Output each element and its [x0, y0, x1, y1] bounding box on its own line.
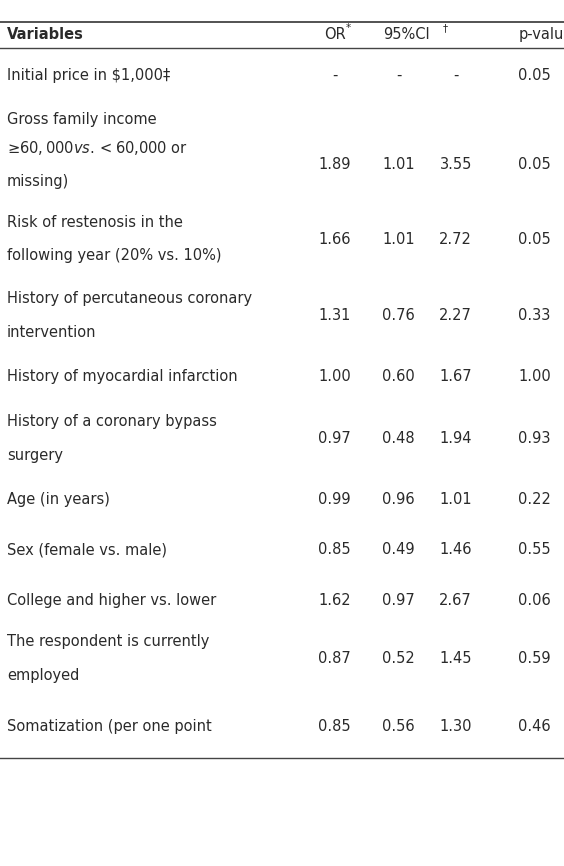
Text: 2.72: 2.72: [439, 231, 472, 247]
Text: 1.46: 1.46: [439, 542, 472, 558]
Text: Sex (female vs. male): Sex (female vs. male): [7, 542, 167, 558]
Text: 0.49: 0.49: [382, 542, 415, 558]
Text: 0.85: 0.85: [318, 719, 351, 734]
Text: 0.96: 0.96: [382, 492, 415, 507]
Text: OR: OR: [324, 27, 346, 42]
Text: 0.60: 0.60: [382, 369, 415, 385]
Text: 2.67: 2.67: [439, 592, 472, 608]
Text: 0.52: 0.52: [382, 650, 415, 666]
Text: p-value: p-value: [519, 27, 564, 42]
Text: employed: employed: [7, 668, 79, 682]
Text: Risk of restenosis in the: Risk of restenosis in the: [7, 215, 183, 229]
Text: 1.89: 1.89: [318, 157, 351, 172]
Text: surgery: surgery: [7, 448, 63, 462]
Text: 0.05: 0.05: [518, 68, 551, 83]
Text: History of myocardial infarction: History of myocardial infarction: [7, 369, 237, 385]
Text: -: -: [396, 68, 402, 83]
Text: Gross family income: Gross family income: [7, 112, 156, 127]
Text: 0.06: 0.06: [518, 592, 551, 608]
Text: 0.97: 0.97: [318, 430, 351, 446]
Text: 2.27: 2.27: [439, 307, 472, 323]
Text: History of percutaneous coronary: History of percutaneous coronary: [7, 291, 252, 306]
Text: *: *: [346, 23, 351, 33]
Text: 0.87: 0.87: [318, 650, 351, 666]
Text: Somatization (per one point: Somatization (per one point: [7, 719, 212, 734]
Text: 0.97: 0.97: [382, 592, 415, 608]
Text: History of a coronary bypass: History of a coronary bypass: [7, 414, 217, 429]
Text: 1.00: 1.00: [318, 369, 351, 385]
Text: 1.94: 1.94: [439, 430, 472, 446]
Text: The respondent is currently: The respondent is currently: [7, 634, 209, 649]
Text: 0.05: 0.05: [518, 231, 551, 247]
Text: 1.01: 1.01: [439, 492, 472, 507]
Text: 1.62: 1.62: [318, 592, 351, 608]
Text: ≥$60,000 vs. <$60,000 or: ≥$60,000 vs. <$60,000 or: [7, 139, 188, 157]
Text: 3.55: 3.55: [439, 157, 472, 172]
Text: College and higher vs. lower: College and higher vs. lower: [7, 592, 216, 608]
Text: missing): missing): [7, 174, 69, 189]
Text: 0.55: 0.55: [518, 542, 551, 558]
Text: 1.01: 1.01: [382, 157, 415, 172]
Text: †: †: [443, 23, 448, 33]
Text: 0.76: 0.76: [382, 307, 415, 323]
Text: -: -: [332, 68, 337, 83]
Text: 0.05: 0.05: [518, 157, 551, 172]
Text: 0.85: 0.85: [318, 542, 351, 558]
Text: 0.99: 0.99: [318, 492, 351, 507]
Text: 0.46: 0.46: [518, 719, 551, 734]
Text: 0.33: 0.33: [518, 307, 551, 323]
Text: 1.45: 1.45: [439, 650, 472, 666]
Text: Variables: Variables: [7, 27, 83, 42]
Text: -: -: [453, 68, 459, 83]
Text: 1.31: 1.31: [318, 307, 351, 323]
Text: intervention: intervention: [7, 325, 96, 339]
Text: 1.67: 1.67: [439, 369, 472, 385]
Text: 0.93: 0.93: [518, 430, 551, 446]
Text: following year (20% vs. 10%): following year (20% vs. 10%): [7, 249, 221, 263]
Text: 1.00: 1.00: [518, 369, 551, 385]
Text: 0.22: 0.22: [518, 492, 551, 507]
Text: 95%CI: 95%CI: [383, 27, 429, 42]
Text: 1.30: 1.30: [439, 719, 472, 734]
Text: Age (in years): Age (in years): [7, 492, 109, 507]
Text: 0.59: 0.59: [518, 650, 551, 666]
Text: 0.48: 0.48: [382, 430, 415, 446]
Text: 0.56: 0.56: [382, 719, 415, 734]
Text: 1.66: 1.66: [318, 231, 351, 247]
Text: Initial price in $1,000‡: Initial price in $1,000‡: [7, 68, 170, 83]
Text: 1.01: 1.01: [382, 231, 415, 247]
